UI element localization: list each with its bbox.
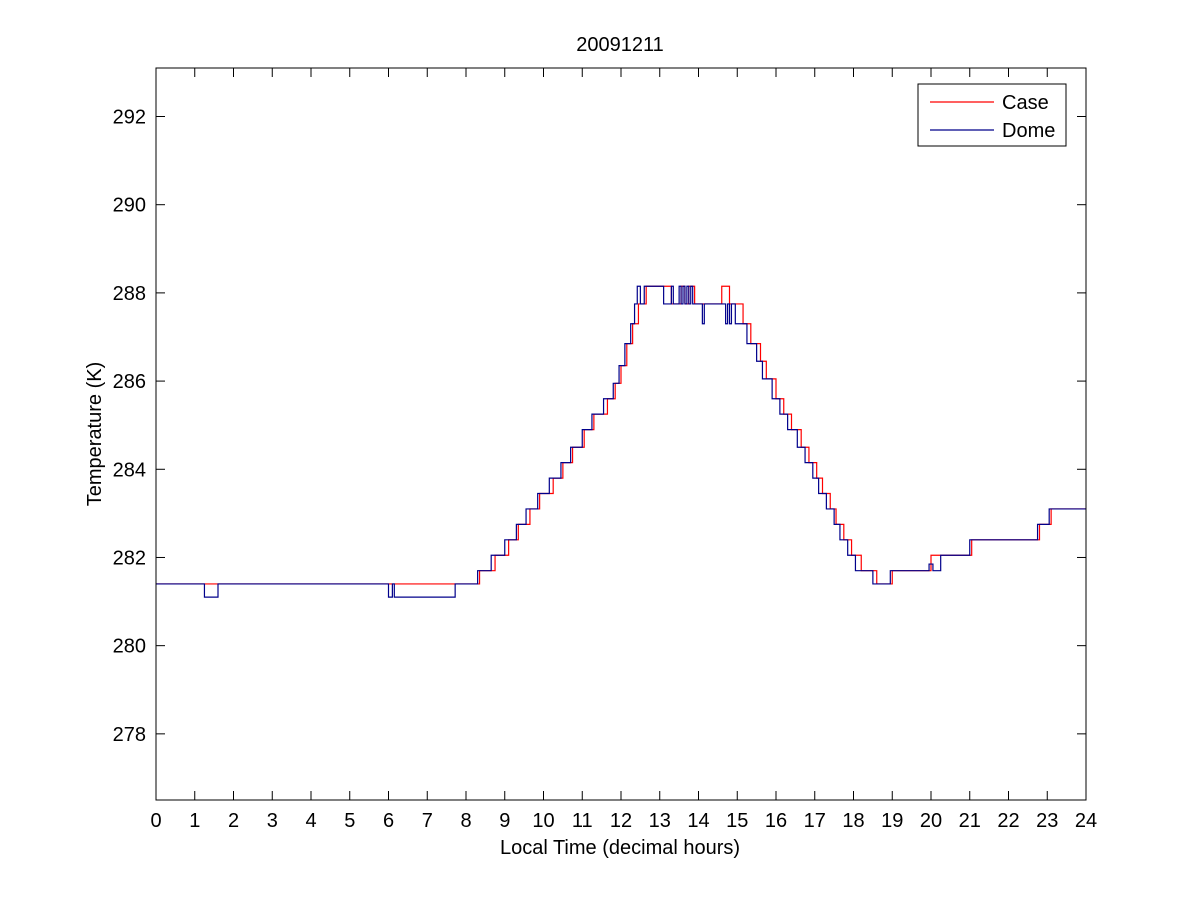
x-tick-label: 21 (959, 810, 981, 832)
x-tick-label: 15 (726, 810, 748, 832)
y-tick-label: 278 (113, 724, 146, 746)
x-tick-label: 17 (804, 810, 826, 832)
x-tick-label: 9 (499, 810, 510, 832)
y-tick-label: 290 (113, 195, 146, 217)
y-tick-label: 282 (113, 547, 146, 569)
x-tick-label: 7 (422, 810, 433, 832)
x-tick-label: 22 (997, 810, 1019, 832)
x-axis-label: Local Time (decimal hours) (500, 837, 740, 859)
series-line-dome (156, 285, 1086, 598)
x-tick-label: 13 (649, 810, 671, 832)
x-tick-label: 3 (267, 810, 278, 832)
y-tick-label: 292 (113, 107, 146, 129)
x-tick-label: 8 (460, 810, 471, 832)
x-tick-label: 12 (610, 810, 632, 832)
y-tick-label: 288 (113, 283, 146, 305)
x-tick-label: 24 (1075, 810, 1097, 832)
x-tick-label: 10 (532, 810, 554, 832)
x-tick-label: 1 (189, 810, 200, 832)
x-tick-label: 19 (881, 810, 903, 832)
x-tick-label: 4 (305, 810, 316, 832)
legend-label-dome: Dome (1002, 120, 1055, 142)
x-tick-label: 5 (344, 810, 355, 832)
x-tick-label: 20 (920, 810, 942, 832)
x-tick-label: 18 (842, 810, 864, 832)
x-tick-label: 0 (150, 810, 161, 832)
x-tick-label: 11 (572, 810, 593, 832)
y-tick-label: 286 (113, 371, 146, 393)
y-tick-label: 280 (113, 636, 146, 658)
x-tick-label: 2 (228, 810, 239, 832)
plot-area: 0 1 2 3 4 5 6 7 8 9 10 11 12 13 14 15 16 17 18 19 20 21 22 23 24… (113, 67, 1097, 832)
x-tick-label: 23 (1036, 810, 1058, 832)
x-tick-label: 16 (765, 810, 787, 832)
legend-label-case: Case (1002, 92, 1049, 114)
legend-box (917, 83, 1067, 147)
chart-title: 20091211 (576, 34, 664, 56)
y-axis-label: Temperature (K) (84, 362, 106, 507)
legend: Case Dome (917, 83, 1067, 147)
x-tick-label: 14 (687, 810, 709, 832)
x-tick-label: 6 (383, 810, 394, 832)
y-tick-label: 284 (113, 459, 146, 481)
